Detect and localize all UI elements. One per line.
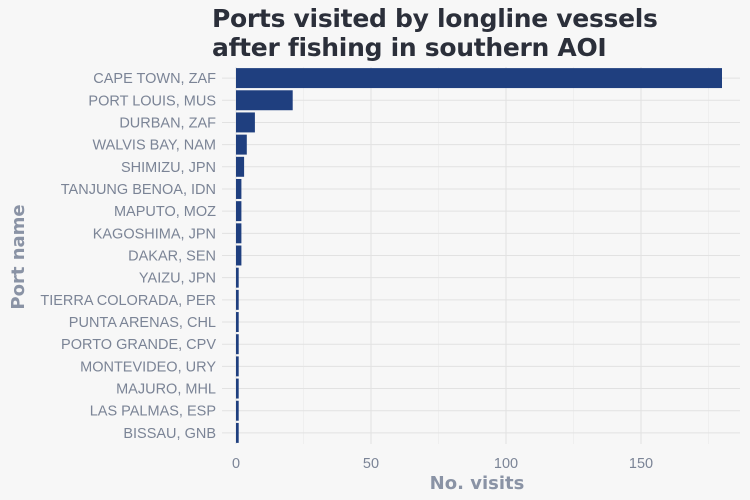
bar: [236, 134, 247, 155]
y-tick-label: WALVIS BAY, NAM: [92, 138, 216, 154]
y-tick-label: PORT LOUIS, MUS: [88, 93, 216, 109]
y-tick-label: PORTO GRANDE, CPV: [61, 337, 216, 353]
bars: [236, 68, 722, 443]
y-tick-label: SHIMIZU, JPN: [121, 160, 216, 176]
y-tick-label: DAKAR, SEN: [128, 249, 216, 265]
y-tick-labels: CAPE TOWN, ZAF PORT LOUIS, MUS DURBAN, ZAF…: [40, 71, 216, 442]
bar: [236, 334, 239, 355]
bar: [236, 400, 239, 421]
chart-title-line-2: after fishing in southern AOI: [212, 33, 607, 62]
bar: [236, 68, 722, 89]
grid-lines: [222, 67, 740, 444]
bar: [236, 112, 255, 133]
x-tick-label: 0: [232, 456, 240, 472]
y-tick-label: KAGOSHIMA, JPN: [93, 226, 216, 242]
bar: [236, 201, 242, 222]
y-tick-label: TANJUNG BENOA, IDN: [61, 182, 216, 198]
bar: [236, 156, 245, 177]
y-tick-label: LAS PALMAS, ESP: [90, 404, 216, 420]
bar: [236, 223, 242, 244]
y-tick-label: MAPUTO, MOZ: [114, 204, 216, 220]
bar: [236, 178, 242, 199]
bar: [236, 312, 239, 333]
x-tick-label: 150: [629, 456, 653, 472]
x-tick-label: 100: [494, 456, 518, 472]
y-tick-label: DURBAN, ZAF: [119, 115, 216, 131]
y-tick-label: PUNTA ARENAS, CHL: [69, 315, 216, 331]
x-axis-title: No. visits: [430, 473, 525, 494]
y-axis-title: Port name: [8, 204, 29, 309]
bar: [236, 245, 242, 266]
chart-title: Ports visited by longline vessels after …: [212, 4, 732, 62]
y-tick-label: TIERRA COLORADA, PER: [40, 293, 216, 309]
bar: [236, 356, 239, 377]
bar: [236, 267, 239, 288]
y-tick-label: CAPE TOWN, ZAF: [93, 71, 216, 87]
bar: [236, 422, 239, 443]
y-tick-label: YAIZU, JPN: [139, 271, 216, 287]
y-tick-label: MAJURO, MHL: [116, 382, 216, 398]
chart-title-line-1: Ports visited by longline vessels: [212, 4, 658, 33]
x-tick-labels: 0 50 100 150: [232, 456, 653, 472]
y-tick-label: MONTEVIDEO, URY: [80, 359, 216, 375]
bar: [236, 378, 239, 399]
y-tick-label: BISSAU, GNB: [123, 426, 216, 442]
bar: [236, 289, 239, 310]
x-tick-label: 50: [363, 456, 379, 472]
bar: [236, 90, 293, 111]
